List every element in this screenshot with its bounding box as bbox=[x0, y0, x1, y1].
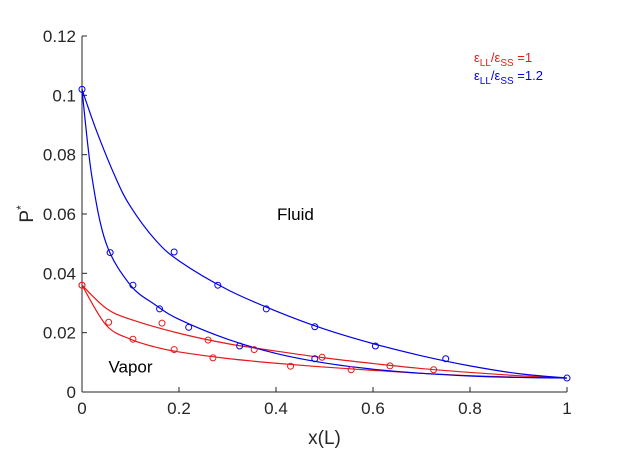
y-tick-label: 0.04 bbox=[43, 264, 76, 283]
data-point bbox=[563, 374, 571, 382]
data-point bbox=[129, 281, 137, 289]
data-point bbox=[78, 281, 86, 289]
data-point bbox=[318, 353, 326, 361]
data-point bbox=[106, 249, 114, 257]
data-point bbox=[311, 355, 319, 363]
data-point bbox=[214, 281, 222, 289]
x-tick-label: 0.8 bbox=[458, 399, 482, 418]
y-tick-label: 0.06 bbox=[43, 205, 76, 224]
axes: 0 0.2 0.4 0.6 0.8 1 0 0.02 0.04 0.06 0.08 0.1 0.12 x(… bbox=[14, 27, 572, 449]
series-line-2 bbox=[81, 284, 568, 379]
legend-entry: εLL/εSS =1.2 bbox=[474, 68, 543, 87]
series-line-1 bbox=[81, 284, 568, 379]
points-group bbox=[78, 85, 571, 382]
x-tick-label: 0.6 bbox=[361, 399, 385, 418]
series-line-4 bbox=[81, 89, 568, 379]
x-tick-label: 0.4 bbox=[264, 399, 288, 418]
legend-entry: εLL/εSS =1 bbox=[474, 50, 532, 69]
y-tick-label: 0.02 bbox=[43, 324, 76, 343]
data-point bbox=[371, 342, 379, 350]
data-point bbox=[170, 248, 178, 256]
y-tick-label: 0.08 bbox=[43, 146, 76, 165]
data-point bbox=[170, 346, 178, 354]
region-label-vapor: Vapor bbox=[108, 358, 152, 377]
y-axis-label: P* bbox=[14, 205, 38, 223]
data-point bbox=[78, 85, 86, 93]
data-point bbox=[209, 354, 217, 362]
x-tick-label: 0.2 bbox=[167, 399, 191, 418]
y-tick-label: 0.1 bbox=[52, 86, 76, 105]
data-point bbox=[262, 305, 270, 313]
data-point bbox=[386, 362, 394, 370]
labels-group: Fluid Vapor bbox=[108, 205, 313, 377]
data-point bbox=[204, 336, 212, 344]
data-point bbox=[311, 323, 319, 331]
data-point bbox=[287, 362, 295, 370]
y-tick-label: 0.12 bbox=[43, 27, 76, 46]
data-point bbox=[236, 342, 244, 350]
data-point bbox=[442, 355, 450, 363]
data-point bbox=[105, 318, 113, 326]
data-point bbox=[156, 305, 164, 313]
data-point bbox=[250, 346, 258, 354]
x-tick-label: 0 bbox=[77, 399, 86, 418]
data-point bbox=[129, 335, 137, 343]
data-point bbox=[430, 366, 438, 374]
x-axis-label: x(L) bbox=[308, 428, 341, 449]
y-tick-label: 0 bbox=[67, 383, 76, 402]
data-point bbox=[347, 366, 355, 374]
x-tick-label: 1 bbox=[562, 399, 571, 418]
data-point bbox=[185, 323, 193, 331]
series-group bbox=[81, 89, 568, 379]
data-point bbox=[158, 319, 166, 327]
series-line-3 bbox=[81, 89, 568, 379]
region-label-fluid: Fluid bbox=[277, 205, 314, 224]
